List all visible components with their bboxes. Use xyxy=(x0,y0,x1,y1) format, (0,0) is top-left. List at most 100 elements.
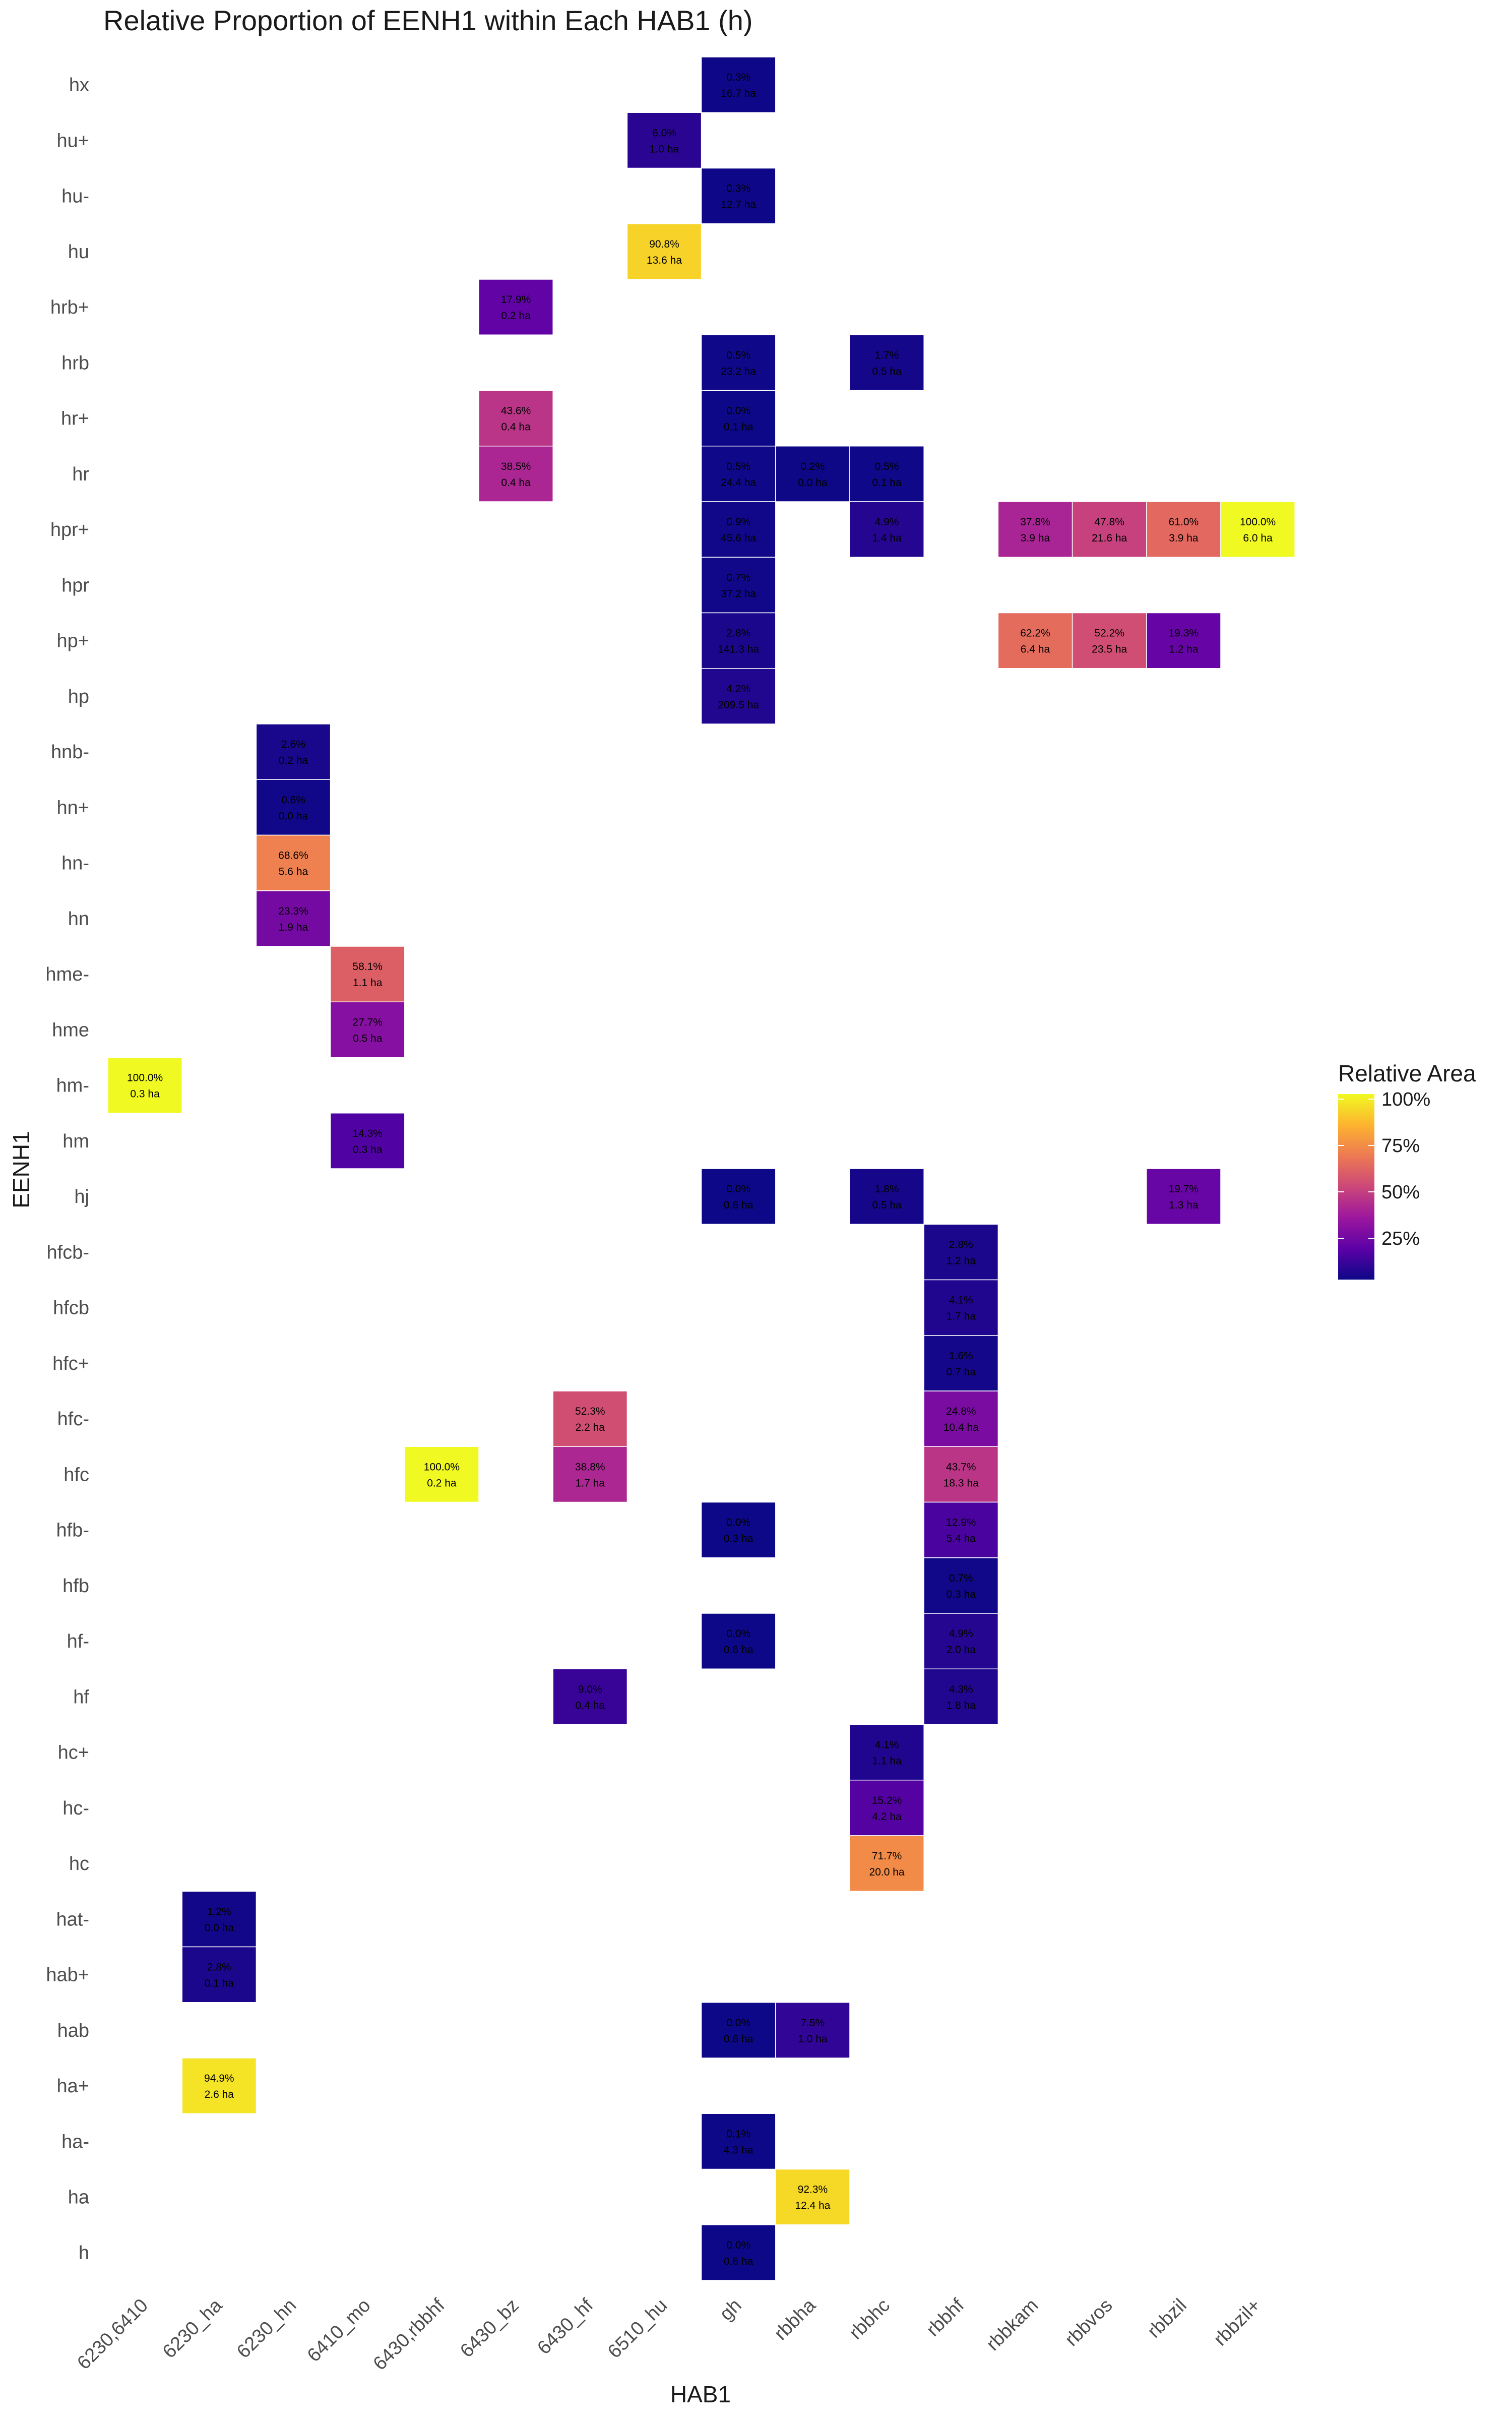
cell-area-label: 23.2 ha xyxy=(721,366,756,377)
y-tick-label: hn+ xyxy=(57,797,89,818)
cell-percent-label: 92.3% xyxy=(798,2184,828,2196)
legend-tick-label: 100% xyxy=(1381,1089,1430,1110)
heatmap-cell-rect xyxy=(701,1501,776,1558)
y-axis-tick-labels: hx hu+ hu-hu hrb+ hrb hr+ hr hpr+ hpr hp+ hp hnb-hn… xyxy=(45,75,89,2264)
heatmap-cell: 94.9% 2.6 ha xyxy=(181,2058,257,2114)
cell-percent-label: 2.8% xyxy=(207,1962,231,1973)
heatmap-cell: 1.7% 0.5 ha xyxy=(849,334,924,391)
x-tick-label: rbbzil xyxy=(1144,2295,1191,2342)
y-tick-label: hp+ xyxy=(57,631,89,652)
y-tick-label: hfc- xyxy=(57,1409,89,1430)
y-tick-label: hu xyxy=(68,241,89,263)
heatmap-cell-rect xyxy=(1072,612,1147,669)
cell-percent-label: 100.0% xyxy=(127,1072,163,1084)
x-tick-label: 6430_bz xyxy=(456,2295,523,2362)
cell-area-label: 1.4 ha xyxy=(872,532,902,544)
cell-area-label: 20.0 ha xyxy=(869,1866,905,1878)
x-tick-label: rbbhf xyxy=(922,2294,968,2340)
heatmap-cell-rect xyxy=(701,501,776,558)
y-tick-label: hat- xyxy=(56,1909,89,1930)
heatmap-cell-rect xyxy=(923,1501,999,1558)
cell-percent-label: 71.7% xyxy=(872,1850,902,1862)
x-tick-label: 6510_hu xyxy=(604,2295,671,2363)
heatmap-cell: 0.0% 0.6 ha xyxy=(701,2002,776,2059)
cell-area-label: 21.6 ha xyxy=(1092,532,1127,544)
heatmap-cell-rect xyxy=(404,1446,479,1503)
heatmap-cell: 6.0% 1.0 ha xyxy=(626,112,702,169)
heatmap-cell: 4.9% 2.0 ha xyxy=(923,1613,999,1669)
cell-area-label: 1.0 ha xyxy=(650,143,679,155)
cell-area-label: 1.7 ha xyxy=(947,1311,976,1322)
x-tick-label: 6430,rbbhf xyxy=(369,2294,449,2374)
cell-percent-label: 4.9% xyxy=(949,1628,973,1640)
heatmap-cell: 38.5% 0.4 ha xyxy=(478,446,553,502)
cell-percent-label: 1.8% xyxy=(875,1183,899,1195)
cell-percent-label: 7.5% xyxy=(800,2017,825,2029)
cell-percent-label: 19.7% xyxy=(1169,1183,1199,1195)
cell-percent-label: 47.8% xyxy=(1094,516,1124,528)
heatmap-cell-rect xyxy=(923,1279,999,1336)
heatmap-cell: 47.8% 21.6 ha xyxy=(1072,501,1147,558)
cell-area-label: 0.3 ha xyxy=(947,1589,976,1600)
heatmap-cell-rect xyxy=(330,1113,405,1169)
cell-percent-label: 0.5% xyxy=(726,349,750,361)
heatmap-cell: 4.9% 1.4 ha xyxy=(849,501,924,558)
cell-percent-label: 0.9% xyxy=(726,516,750,528)
cell-percent-label: 0.7% xyxy=(949,1572,973,1584)
y-axis-title: EENH1 xyxy=(8,1131,34,1208)
cell-percent-label: 0.5% xyxy=(726,461,750,472)
x-tick-label: gh xyxy=(716,2295,746,2325)
heatmap-cell: 0.0% 0.6 ha xyxy=(701,2224,776,2281)
cell-area-label: 3.9 ha xyxy=(1169,532,1199,544)
cell-area-label: 1.1 ha xyxy=(353,977,383,989)
heatmap-cell: 15.2% 4.2 ha xyxy=(849,1780,924,1836)
cell-percent-label: 68.6% xyxy=(278,850,308,862)
cell-area-label: 1.8 ha xyxy=(947,1700,976,1711)
cell-percent-label: 1.6% xyxy=(949,1350,973,1362)
heatmap-cell: 0.5% 24.4 ha xyxy=(701,446,776,502)
x-tick-label: rbbkam xyxy=(982,2295,1042,2355)
y-tick-label: hnb- xyxy=(51,742,89,763)
y-tick-label: hfcb xyxy=(53,1298,89,1319)
heatmap-cell: 62.2% 6.4 ha xyxy=(997,612,1073,669)
heatmap-cell: 100.0% 6.0 ha xyxy=(1220,501,1295,558)
heatmap-cell-rect xyxy=(256,890,331,947)
cell-area-label: 141.3 ha xyxy=(718,644,759,655)
cell-area-label: 0.3 ha xyxy=(724,1533,753,1545)
cell-area-label: 4.3 ha xyxy=(724,2144,753,2156)
legend-tick-label: 50% xyxy=(1381,1182,1420,1203)
x-tick-label: 6230_hn xyxy=(233,2295,300,2363)
y-tick-label: hj xyxy=(74,1186,89,1207)
heatmap-cell: 38.8% 1.7 ha xyxy=(552,1446,628,1503)
cell-area-label: 2.0 ha xyxy=(947,1644,976,1656)
heatmap-cell-rect xyxy=(923,1557,999,1614)
cell-area-label: 0.0 ha xyxy=(279,810,308,822)
heatmap-cell-rect xyxy=(923,1335,999,1392)
heatmap-cell: 7.5% 1.0 ha xyxy=(775,2002,850,2059)
heatmap-cell: 1.6% 0.7 ha xyxy=(923,1335,999,1392)
y-tick-label: hfb- xyxy=(56,1520,89,1541)
x-tick-label: rbbhc xyxy=(845,2295,894,2344)
heatmap-cell: 27.7% 0.5 ha xyxy=(330,1001,405,1058)
y-tick-label: hn xyxy=(68,909,89,930)
cell-percent-label: 14.3% xyxy=(352,1128,383,1139)
cell-percent-label: 23.3% xyxy=(278,905,308,917)
cell-percent-label: 94.9% xyxy=(204,2073,234,2084)
cell-area-label: 0.1 ha xyxy=(872,477,902,489)
heatmap-cell-rect xyxy=(181,1891,257,1948)
heatmap-cell: 71.7% 20.0 ha xyxy=(849,1835,924,1892)
cell-area-label: 6.4 ha xyxy=(1021,644,1050,655)
heatmap-cell: 4.1% 1.1 ha xyxy=(849,1724,924,1781)
cell-percent-label: 62.2% xyxy=(1020,628,1050,639)
cell-percent-label: 9.0% xyxy=(578,1683,602,1695)
heatmap-cell: 4.2% 209.5 ha xyxy=(701,668,776,724)
cell-area-label: 2.6 ha xyxy=(205,2089,234,2100)
heatmap-cell: 23.3% 1.9 ha xyxy=(256,890,331,947)
heatmap-cell: 0.5% 0.1 ha xyxy=(849,446,924,502)
heatmap-cell: 9.0% 0.4 ha xyxy=(552,1668,628,1725)
legend-tick-label: 25% xyxy=(1381,1228,1420,1249)
cell-percent-label: 38.5% xyxy=(501,461,531,472)
cell-area-label: 2.2 ha xyxy=(576,1422,605,1433)
x-tick-label: rbbzil+ xyxy=(1210,2295,1265,2350)
